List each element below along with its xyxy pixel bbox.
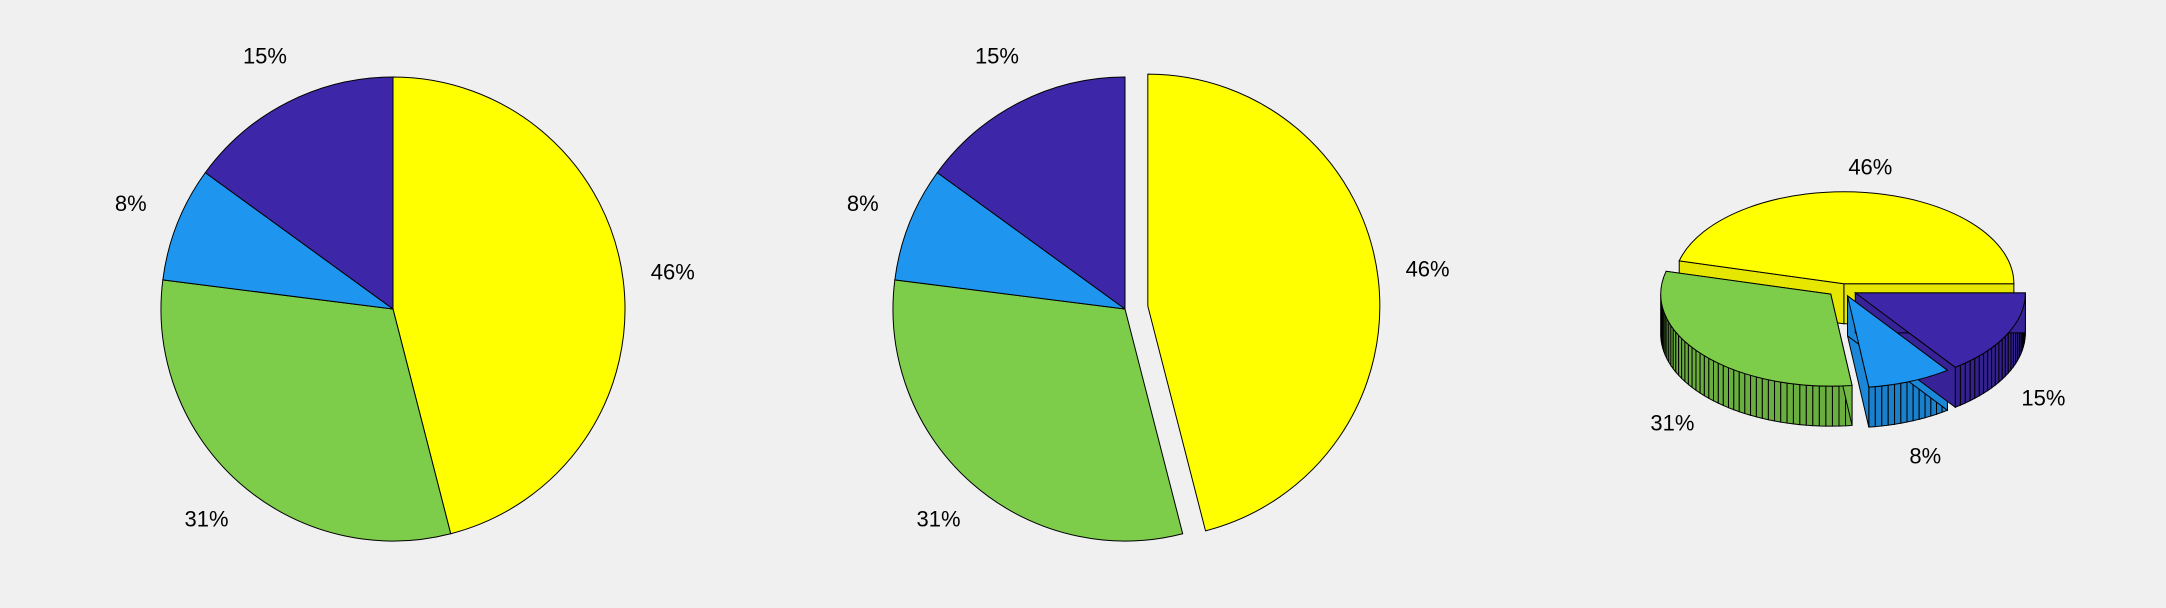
- pie-slice-side: [1687, 343, 1693, 389]
- pie-slice: [1678, 191, 2015, 285]
- slice-label: 31%: [1650, 411, 1694, 436]
- pie-slice-side: [1712, 359, 1719, 404]
- slice-label: 8%: [115, 191, 147, 216]
- pie-slice-side: [1994, 341, 2000, 387]
- slice-label: 8%: [847, 191, 879, 216]
- pie-slice: [160, 279, 452, 542]
- pie-slice: [1147, 73, 1381, 532]
- pie-slice-side: [1954, 364, 1961, 409]
- pie-slice: [894, 171, 1126, 310]
- pie-slice-side: [1812, 385, 1820, 427]
- pie-slice-side: [1818, 385, 1827, 427]
- pie-slice-side: [1733, 369, 1740, 413]
- pie-slice-side: [1983, 349, 1989, 395]
- slice-label: 15%: [2021, 385, 2065, 410]
- pie-slice-side: [1894, 382, 1902, 425]
- pie-slice-side: [1708, 357, 1714, 402]
- slice-label: 8%: [1909, 444, 1941, 469]
- pie-slice-side: [1703, 354, 1710, 400]
- pie-slice-side: [1744, 372, 1752, 416]
- pie-slice-side: [1717, 362, 1724, 407]
- slice-label: 31%: [184, 506, 228, 531]
- pie-slice-side: [1767, 379, 1776, 422]
- pie-slice: [936, 76, 1126, 310]
- pie-slice-side: [1699, 352, 1705, 397]
- pie-slice-side: [1868, 386, 1876, 428]
- pie-slice-side: [1881, 384, 1889, 427]
- pie-slice-side: [1761, 377, 1769, 421]
- pie-slice-side: [1906, 380, 1914, 423]
- pie-slice: [892, 279, 1184, 542]
- pie-slice-side: [1969, 357, 1976, 402]
- pie-slice-side: [1792, 383, 1801, 426]
- pie-slice: [1660, 270, 1853, 387]
- pie-slice-side: [1727, 366, 1735, 411]
- pie-slice: [162, 171, 394, 310]
- slice-label: 31%: [916, 506, 960, 531]
- pie-slice-side: [1900, 381, 1908, 424]
- pie-slice-side: [1755, 376, 1763, 420]
- pie-slice-side: [1774, 380, 1782, 423]
- pie-slice-side: [1964, 359, 1971, 404]
- pie-slice: [1853, 292, 2026, 368]
- pie-slice-side: [1738, 371, 1746, 415]
- pie-slice-side: [1831, 385, 1840, 427]
- pie-slice: [392, 76, 626, 535]
- pie-slice: [1846, 294, 1949, 388]
- pie-chart-exploded: 46% 31% 8% 15%: [847, 44, 1450, 542]
- pie-chart-3d: 46% 31% 8% 15%: [1650, 154, 2065, 468]
- slice-label: 46%: [1848, 154, 1892, 179]
- pie-slice-side: [1691, 346, 1697, 392]
- pie-slice-side: [1799, 384, 1807, 426]
- pie-slice-side: [1987, 346, 1993, 392]
- pie-slice-side: [1780, 381, 1788, 424]
- pie-slice-side: [1786, 382, 1794, 425]
- pie-slice-side: [1805, 384, 1814, 427]
- pie-slice-side: [1750, 374, 1757, 418]
- pie-slice-side: [1684, 340, 1689, 386]
- pie-slice-side: [1974, 354, 1980, 400]
- pie-slice-side: [1959, 362, 1966, 406]
- slice-label: 15%: [243, 44, 287, 69]
- slice-label: 15%: [975, 44, 1019, 69]
- pie-slice-side: [1978, 352, 1985, 397]
- pie-slice-side: [1695, 349, 1701, 394]
- pie-slice-side: [1887, 383, 1896, 426]
- pie-chart-basic: 46% 31% 8% 15%: [115, 44, 695, 542]
- slice-label: 46%: [1406, 257, 1450, 282]
- pie-slice-side: [1825, 385, 1833, 427]
- slice-label: 46%: [651, 259, 695, 284]
- pie-slice: [204, 76, 394, 310]
- pie-slice-side: [1991, 344, 1996, 389]
- pie-slice-side: [1722, 364, 1729, 409]
- pie-slice-side: [1874, 385, 1883, 428]
